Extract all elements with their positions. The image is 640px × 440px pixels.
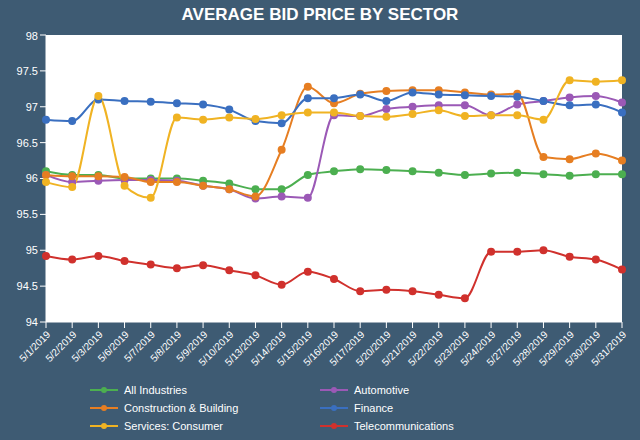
svg-text:94: 94 bbox=[26, 316, 38, 328]
html-text:Services: Consumer: Services: Consumer bbox=[124, 420, 223, 432]
svg-text:5/9/2019: 5/9/2019 bbox=[174, 328, 210, 364]
svg-text:5/23/2019: 5/23/2019 bbox=[432, 328, 472, 368]
svg-text:5/10/2019: 5/10/2019 bbox=[196, 328, 236, 368]
html-text:Telecommunications: Telecommunications bbox=[354, 420, 454, 432]
svg-text:5/29/2019: 5/29/2019 bbox=[536, 328, 577, 368]
svg-text:96: 96 bbox=[26, 172, 38, 184]
svg-text:98: 98 bbox=[26, 30, 38, 42]
svg-text:94.5: 94.5 bbox=[17, 280, 38, 292]
svg-text:5/27/2019: 5/27/2019 bbox=[484, 328, 524, 368]
html-text:All Industries: All Industries bbox=[124, 384, 187, 396]
html-text:Automotive: Automotive bbox=[354, 384, 409, 396]
svg-text:97.5: 97.5 bbox=[17, 65, 38, 77]
svg-text:5/21/2019: 5/21/2019 bbox=[379, 328, 419, 368]
svg-text:5/1/2019: 5/1/2019 bbox=[17, 328, 53, 364]
svg-text:5/3/2019: 5/3/2019 bbox=[69, 328, 105, 364]
html-text:AVERAGE BID PRICE BY SECTOR: AVERAGE BID PRICE BY SECTOR bbox=[181, 5, 459, 24]
svg-text:5/7/2019: 5/7/2019 bbox=[121, 328, 158, 364]
svg-text:5/14/2019: 5/14/2019 bbox=[248, 328, 289, 368]
svg-text:5/16/2019: 5/16/2019 bbox=[301, 328, 341, 368]
svg-text:96.5: 96.5 bbox=[17, 137, 38, 149]
svg-text:5/15/2019: 5/15/2019 bbox=[275, 328, 315, 368]
svg-text:95: 95 bbox=[26, 244, 38, 256]
svg-text:5/17/2019: 5/17/2019 bbox=[327, 328, 367, 368]
svg-text:5/31/2019: 5/31/2019 bbox=[589, 328, 629, 368]
svg-text:95.5: 95.5 bbox=[17, 208, 38, 220]
svg-text:5/28/2019: 5/28/2019 bbox=[510, 328, 550, 368]
svg-text:5/13/2019: 5/13/2019 bbox=[222, 328, 262, 368]
svg-text:5/30/2019: 5/30/2019 bbox=[563, 328, 603, 368]
svg-text:5/6/2019: 5/6/2019 bbox=[95, 328, 131, 364]
html-text:Construction & Building: Construction & Building bbox=[124, 402, 239, 414]
svg-text:5/22/2019: 5/22/2019 bbox=[405, 328, 446, 368]
svg-text:97: 97 bbox=[26, 101, 38, 113]
html-text:Finance: Finance bbox=[354, 402, 394, 414]
svg-text:5/24/2019: 5/24/2019 bbox=[458, 328, 498, 368]
svg-text:5/2/2019: 5/2/2019 bbox=[43, 328, 79, 364]
svg-text:5/8/2019: 5/8/2019 bbox=[148, 328, 184, 364]
svg-text:5/20/2019: 5/20/2019 bbox=[353, 328, 393, 368]
